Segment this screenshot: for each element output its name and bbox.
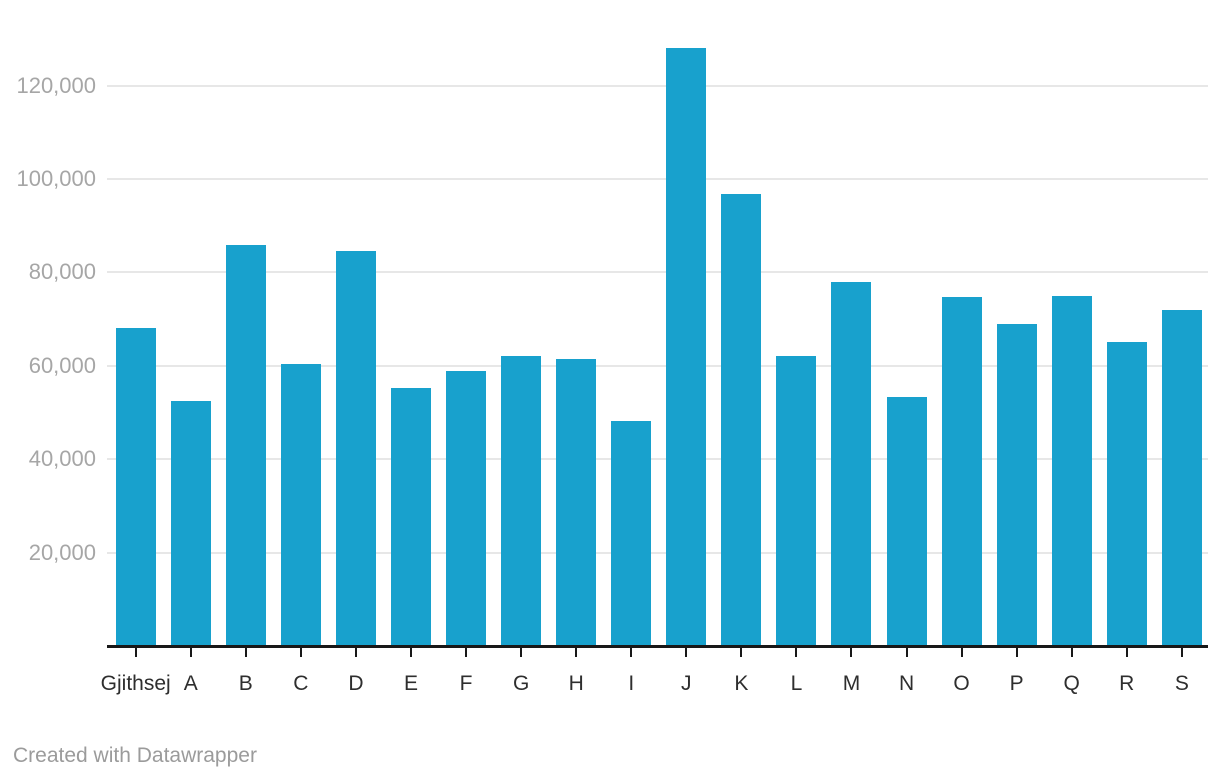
x-axis-tick (520, 648, 523, 657)
x-axis-label: C (293, 672, 309, 695)
bar-A[interactable] (170, 400, 211, 646)
gridline (107, 551, 1208, 554)
bar-O[interactable] (941, 297, 982, 646)
bar-I[interactable] (611, 420, 652, 646)
x-axis-tick (850, 648, 853, 657)
gridline (107, 271, 1208, 274)
bar-D[interactable] (335, 251, 376, 646)
x-axis-label: O (953, 672, 970, 695)
x-axis-tick (410, 648, 412, 657)
bar-G[interactable] (501, 355, 542, 646)
gridline (107, 364, 1208, 367)
x-axis-tick (299, 648, 302, 657)
x-axis-tick (1125, 648, 1128, 657)
y-axis-tick-label: 120,000 (16, 72, 96, 98)
y-axis-tick-label: 100,000 (16, 166, 96, 191)
x-axis-label: D (348, 672, 364, 695)
bar-E[interactable] (391, 387, 431, 646)
bar-J[interactable] (666, 48, 707, 646)
x-axis-label: I (628, 672, 635, 695)
x-axis-tick (960, 648, 963, 657)
x-axis-label: S (1174, 672, 1189, 695)
bar-C[interactable] (280, 364, 321, 646)
gridline (107, 84, 1208, 87)
x-axis-tick (244, 648, 247, 657)
bar-K[interactable] (721, 194, 762, 646)
x-axis-label: Q (1063, 672, 1080, 695)
x-axis-tick (795, 648, 798, 657)
bar-R[interactable] (1106, 341, 1147, 646)
x-axis-label: P (1009, 672, 1024, 695)
gridline (107, 178, 1208, 180)
x-axis-tick (189, 648, 192, 657)
x-axis-label: A (183, 672, 198, 695)
x-axis-label: B (238, 672, 253, 695)
y-axis-tick-label: 60,000 (28, 352, 96, 378)
x-axis-label: E (403, 672, 418, 695)
y-axis-tick-label: 80,000 (28, 259, 96, 285)
x-axis-label: M (842, 672, 861, 695)
x-axis-tick (1015, 648, 1018, 657)
gridline (107, 458, 1208, 461)
x-axis-tick (575, 648, 578, 657)
x-axis-label: R (1119, 672, 1135, 695)
x-axis-tick (1070, 648, 1073, 657)
bar-P[interactable] (996, 324, 1037, 646)
bar-B[interactable] (225, 244, 266, 646)
x-axis-tick (465, 648, 468, 657)
bar-F[interactable] (446, 370, 487, 646)
bar-Gjithsej[interactable] (115, 327, 156, 646)
datawrapper-credit-link[interactable]: Created with Datawrapper (13, 744, 257, 767)
x-axis-label: L (790, 672, 803, 695)
x-axis-tick (354, 648, 357, 657)
x-axis-tick (1180, 648, 1183, 657)
x-axis-label: F (459, 672, 473, 695)
bar-S[interactable] (1161, 310, 1202, 646)
bar-N[interactable] (886, 396, 927, 646)
x-axis-label: J (681, 672, 692, 695)
x-axis-label: K (734, 672, 749, 695)
x-axis-tick (905, 648, 908, 657)
x-axis-label: N (898, 672, 915, 695)
bar-H[interactable] (556, 358, 597, 646)
x-axis-tick (685, 648, 688, 657)
x-axis-tick (630, 648, 633, 657)
bar-L[interactable] (776, 356, 817, 646)
x-axis-tick (740, 648, 743, 657)
x-axis-baseline (107, 645, 1208, 648)
plot-area (107, 0, 1208, 646)
y-axis-tick-label: 40,000 (28, 446, 96, 472)
x-axis-tick (134, 648, 137, 657)
x-axis-label: G (512, 672, 530, 695)
bar-M[interactable] (831, 282, 872, 646)
bar-Q[interactable] (1051, 296, 1092, 646)
x-axis-label: Gjithsej (100, 672, 171, 695)
x-axis-label: H (568, 672, 584, 695)
y-axis-tick-label: 20,000 (28, 539, 96, 565)
